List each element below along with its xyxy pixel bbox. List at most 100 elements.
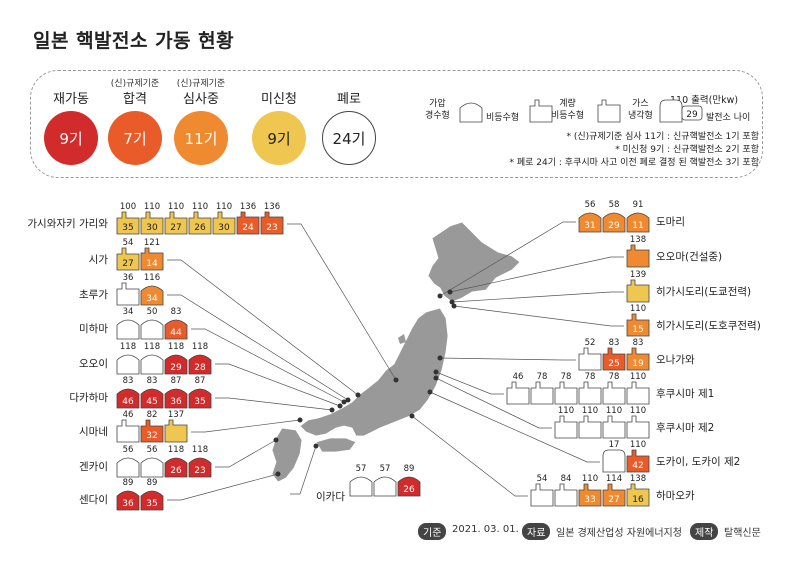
legend-icons: 29 bbox=[459, 99, 703, 123]
footnote-3: * 폐로 24기 : 후쿠시마 사고 이전 폐로 결정 된 핵발전소 3기 포함 bbox=[509, 158, 759, 168]
unit-output-label: 121 bbox=[144, 238, 160, 248]
plant-name: 시가 bbox=[88, 254, 108, 266]
reactor-unit: 54 bbox=[530, 474, 554, 507]
reactor-icon bbox=[236, 211, 260, 235]
unit-output-label: 57 bbox=[380, 464, 391, 474]
reactor-unit: 54 27 bbox=[116, 238, 140, 271]
reactor-unit: 110 27 bbox=[164, 202, 188, 235]
unit-output-label: 87 bbox=[171, 376, 182, 386]
unit-age-label: 30 bbox=[218, 223, 230, 233]
site-marker bbox=[433, 375, 439, 381]
site-marker bbox=[409, 413, 415, 419]
reactor-icon bbox=[578, 483, 602, 507]
unit-output-label: 138 bbox=[630, 235, 646, 245]
reactor-icon bbox=[602, 347, 626, 371]
unit-age-label: 36 bbox=[122, 499, 134, 509]
leader-line bbox=[287, 223, 397, 381]
leader-line bbox=[167, 294, 349, 401]
reactor-unit: 110 30 bbox=[212, 202, 236, 235]
site-marker bbox=[437, 293, 443, 299]
status-count-circle: 9기 bbox=[252, 111, 306, 165]
reactor-icon bbox=[578, 415, 602, 439]
reactor-unit: 78 bbox=[554, 372, 578, 405]
site-marker bbox=[355, 392, 361, 398]
legend-output-label: 110 출력(만kw) bbox=[670, 95, 739, 106]
site-marker bbox=[345, 397, 351, 403]
reactor-icon bbox=[626, 279, 650, 303]
reactor-unit: 84 bbox=[554, 474, 578, 507]
reactor-icon bbox=[578, 347, 602, 371]
unit-output-label: 139 bbox=[630, 270, 646, 280]
unit-output-label: 136 bbox=[264, 202, 280, 212]
unit-age-label: 30 bbox=[146, 223, 158, 233]
plant-name: 도카이, 도카이 제2 bbox=[656, 456, 741, 468]
site-marker bbox=[449, 299, 455, 305]
reactor-unit: 110 15 bbox=[626, 304, 650, 337]
plant-name: 후쿠시마 제2 bbox=[656, 422, 715, 434]
reactor-icon bbox=[164, 419, 188, 443]
leader-line bbox=[215, 363, 341, 407]
source-text: 일본 경제산업성 자원에너지청 bbox=[556, 528, 682, 539]
reactor-icon bbox=[164, 211, 188, 235]
leader-lines bbox=[167, 221, 624, 501]
leader-line bbox=[215, 439, 277, 468]
reactor-icon bbox=[626, 347, 650, 371]
status-count-circle: 24기 bbox=[322, 111, 376, 165]
unit-output-label: 54 bbox=[537, 474, 548, 484]
basis-tag: 기준 bbox=[418, 523, 447, 540]
reactor-unit: 110 bbox=[602, 406, 626, 439]
unit-age-label: 36 bbox=[170, 397, 182, 407]
reactor-unit: 138 16 bbox=[626, 474, 650, 507]
unit-output-label: 78 bbox=[585, 372, 596, 382]
leader-line bbox=[167, 259, 359, 396]
legend-pwr-icon bbox=[459, 102, 483, 123]
plant-name: 시마네 bbox=[79, 426, 108, 438]
reactor-icon bbox=[140, 388, 164, 409]
reactor-unit: 118 bbox=[116, 342, 140, 375]
site-marker bbox=[273, 437, 279, 443]
status-label: 합격 bbox=[123, 92, 147, 107]
reactor-unit: 89 35 bbox=[140, 478, 164, 511]
unit-output-label: 110 bbox=[630, 406, 646, 416]
unit-output-label: 58 bbox=[609, 200, 620, 210]
reactor-icon bbox=[578, 212, 602, 233]
reactor-icon bbox=[140, 490, 164, 511]
reactor-unit: 136 23 bbox=[260, 202, 284, 235]
unit-output-label: 118 bbox=[168, 342, 184, 352]
unit-output-label: 56 bbox=[585, 200, 596, 210]
unit-output-label: 110 bbox=[630, 304, 646, 314]
reactor-icon bbox=[260, 211, 284, 235]
reactor-icon bbox=[140, 419, 164, 443]
leader-line bbox=[290, 445, 317, 495]
site-marker bbox=[313, 443, 319, 449]
status-label: 폐로 bbox=[337, 92, 361, 107]
reactor-unit: 138 bbox=[626, 235, 650, 268]
unit-output-label: 110 bbox=[192, 202, 208, 212]
reactor-unit: 17 bbox=[602, 440, 626, 473]
unit-age-label: 24 bbox=[242, 223, 254, 233]
unit-output-label: 83 bbox=[171, 307, 182, 317]
unit-output-label: 56 bbox=[123, 445, 134, 455]
plant-name: 도마리 bbox=[656, 216, 685, 228]
reactor-unit: 139 bbox=[626, 270, 650, 303]
maker-text: 탈핵신문 bbox=[724, 528, 761, 539]
unit-output-label: 87 bbox=[195, 376, 206, 386]
plant-name: 초루가 bbox=[79, 289, 108, 301]
maker-tag: 제작 bbox=[690, 523, 719, 540]
unit-output-label: 138 bbox=[630, 474, 646, 484]
unit-age-label: 35 bbox=[194, 397, 205, 407]
leader-line bbox=[449, 256, 624, 293]
unit-output-label: 54 bbox=[123, 238, 134, 248]
unit-output-label: 46 bbox=[513, 372, 524, 382]
plant-name: 가시와자키 가리와 bbox=[27, 218, 108, 230]
reactor-unit: 110 26 bbox=[188, 202, 212, 235]
reactor-unit: 110 bbox=[578, 406, 602, 439]
leader-line bbox=[439, 221, 576, 297]
reactor-unit: 83 44 bbox=[164, 307, 188, 340]
reactor-unit: 57 bbox=[373, 464, 397, 497]
reactor-icon bbox=[140, 354, 164, 375]
unit-output-label: 118 bbox=[192, 342, 208, 352]
unit-output-label: 83 bbox=[609, 338, 620, 348]
leader-line bbox=[451, 291, 624, 303]
legend-gcr-label: 가스 냉각형 bbox=[628, 99, 653, 121]
